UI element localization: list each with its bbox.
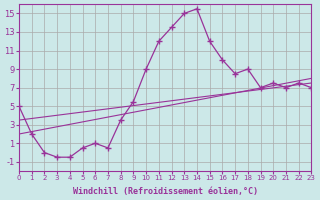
- X-axis label: Windchill (Refroidissement éolien,°C): Windchill (Refroidissement éolien,°C): [73, 187, 258, 196]
